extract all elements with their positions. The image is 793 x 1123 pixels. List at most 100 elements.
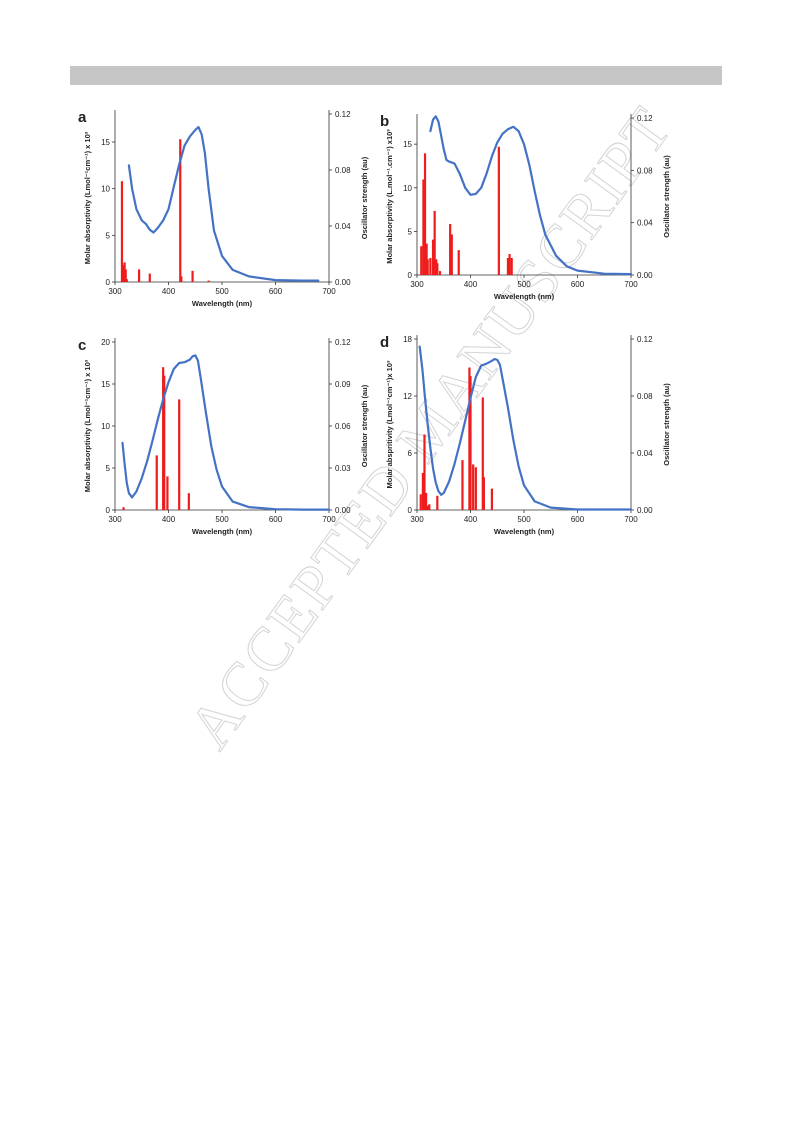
- oscillator-bar: [178, 399, 181, 510]
- panel-label: b: [380, 113, 389, 130]
- panel-label: c: [78, 337, 86, 354]
- x-tick-label: 300: [410, 515, 424, 524]
- x-tick-label: 700: [322, 515, 336, 524]
- y2-tick-label: 0.09: [335, 380, 351, 389]
- y2-tick-label: 0.00: [335, 278, 351, 287]
- oscillator-bar: [426, 259, 429, 275]
- x-tick-label: 400: [162, 515, 176, 524]
- x-tick-label: 700: [624, 280, 638, 289]
- oscillator-bar: [207, 280, 210, 282]
- x-tick-label: 600: [571, 515, 585, 524]
- oscillator-bar: [428, 504, 431, 510]
- oscillator-bar: [490, 488, 493, 510]
- oscillator-bar: [457, 250, 460, 275]
- absorption-curve: [418, 345, 633, 511]
- y2-axis-label: Oscillator strength (au): [360, 156, 369, 239]
- y-tick-label: 12: [403, 392, 412, 401]
- x-tick-label: 400: [162, 287, 176, 296]
- oscillator-bar: [120, 181, 124, 282]
- y2-axis-label: Oscillator strength (au): [662, 383, 671, 466]
- oscillator-bar: [438, 271, 442, 275]
- y-axis-label: Molar absorptivity (Lmol⁻¹cm⁻¹) x 10³: [83, 359, 92, 492]
- y2-tick-label: 0.00: [637, 506, 653, 515]
- oscillator-bar: [436, 495, 439, 510]
- oscillator-bar: [482, 477, 485, 510]
- y2-tick-label: 0.04: [637, 219, 653, 228]
- y2-tick-label: 0.06: [335, 422, 351, 431]
- y-tick-label: 0: [106, 506, 111, 515]
- oscillator-bar: [469, 376, 472, 510]
- oscillator-bar: [163, 375, 166, 510]
- y-tick-label: 0: [408, 271, 413, 280]
- y2-tick-label: 0.12: [637, 114, 653, 123]
- x-tick-label: 500: [517, 280, 531, 289]
- y2-tick-label: 0.12: [637, 335, 653, 344]
- oscillator-bar: [180, 276, 183, 282]
- oscillator-bar: [148, 273, 151, 282]
- oscillator-bar: [122, 507, 125, 510]
- oscillator-bar: [431, 239, 435, 275]
- oscillator-bar: [497, 146, 500, 275]
- y2-tick-label: 0.00: [637, 271, 653, 280]
- oscillator-bar: [423, 434, 426, 510]
- x-tick-label: 400: [464, 515, 478, 524]
- x-tick-label: 600: [269, 287, 283, 296]
- oscillator-bar: [425, 243, 428, 275]
- header-bar: [70, 66, 722, 85]
- oscillator-bar: [450, 234, 453, 275]
- oscillator-bar: [137, 269, 141, 282]
- y2-tick-label: 0.04: [637, 449, 653, 458]
- oscillator-bar: [166, 476, 169, 510]
- panel-label: d: [380, 334, 389, 351]
- y-tick-label: 0: [408, 506, 413, 515]
- y-tick-label: 15: [101, 380, 110, 389]
- y2-tick-label: 0.12: [335, 338, 351, 347]
- y2-axis-label: Oscillator strength (au): [662, 155, 671, 238]
- oscillator-bar: [474, 467, 477, 510]
- y-tick-label: 10: [403, 184, 412, 193]
- y-axis-label: Molar absorptivity (L.mol⁻¹.cm⁻¹) x10³: [385, 129, 394, 264]
- y-tick-label: 20: [101, 338, 110, 347]
- y-tick-label: 5: [408, 227, 413, 236]
- oscillator-bar: [424, 492, 428, 510]
- y-axis-label: Molar absorptivity (Lmol⁻¹cm⁻¹) x 10³: [83, 131, 92, 264]
- y2-tick-label: 0.00: [335, 506, 351, 515]
- oscillator-bar: [187, 493, 190, 510]
- chart-panel-b: b 300 400 500 600 700 0 5 10 15 0.00 0.04 0.08 0.12 Wa…: [380, 113, 671, 301]
- oscillator-bar: [191, 270, 194, 282]
- oscillator-bar: [422, 179, 425, 275]
- oscillator-bar: [508, 254, 511, 275]
- y-tick-label: 10: [101, 422, 110, 431]
- y-tick-label: 5: [106, 464, 111, 473]
- oscillator-bar: [421, 472, 424, 510]
- y-tick-label: 18: [403, 335, 412, 344]
- chart-panel-c: c 300 400 500 600 700 0 5 10 15 20 0.00 0.03 0.06 0.09…: [78, 337, 369, 536]
- x-tick-label: 300: [108, 515, 122, 524]
- oscillator-bar: [506, 257, 510, 275]
- oscillator-bar: [419, 494, 422, 510]
- y-tick-label: 6: [408, 449, 413, 458]
- y-tick-label: 5: [106, 231, 111, 240]
- oscillator-bar: [155, 455, 158, 510]
- oscillator-bar: [433, 210, 436, 275]
- y-tick-label: 15: [403, 140, 412, 149]
- x-axis-label: Wavelength (nm): [192, 299, 253, 308]
- oscillator-bar: [449, 223, 452, 275]
- x-axis-label: Wavelength (nm): [494, 292, 555, 301]
- y2-tick-label: 0.08: [335, 166, 351, 175]
- oscillator-bar: [179, 139, 182, 282]
- oscillator-bar: [472, 464, 475, 510]
- x-tick-label: 300: [410, 280, 424, 289]
- oscillator-bar: [420, 246, 423, 275]
- panel-label: a: [78, 109, 87, 126]
- x-axis-label: Wavelength (nm): [494, 527, 555, 536]
- oscillator-bar: [124, 269, 127, 282]
- x-tick-label: 500: [517, 515, 531, 524]
- x-tick-label: 600: [269, 515, 283, 524]
- y2-tick-label: 0.12: [335, 110, 351, 119]
- absorption-curve: [127, 126, 320, 282]
- x-tick-label: 500: [215, 287, 229, 296]
- absorption-curve: [121, 354, 331, 511]
- absorption-curve: [429, 115, 633, 276]
- oscillator-bar: [121, 265, 125, 282]
